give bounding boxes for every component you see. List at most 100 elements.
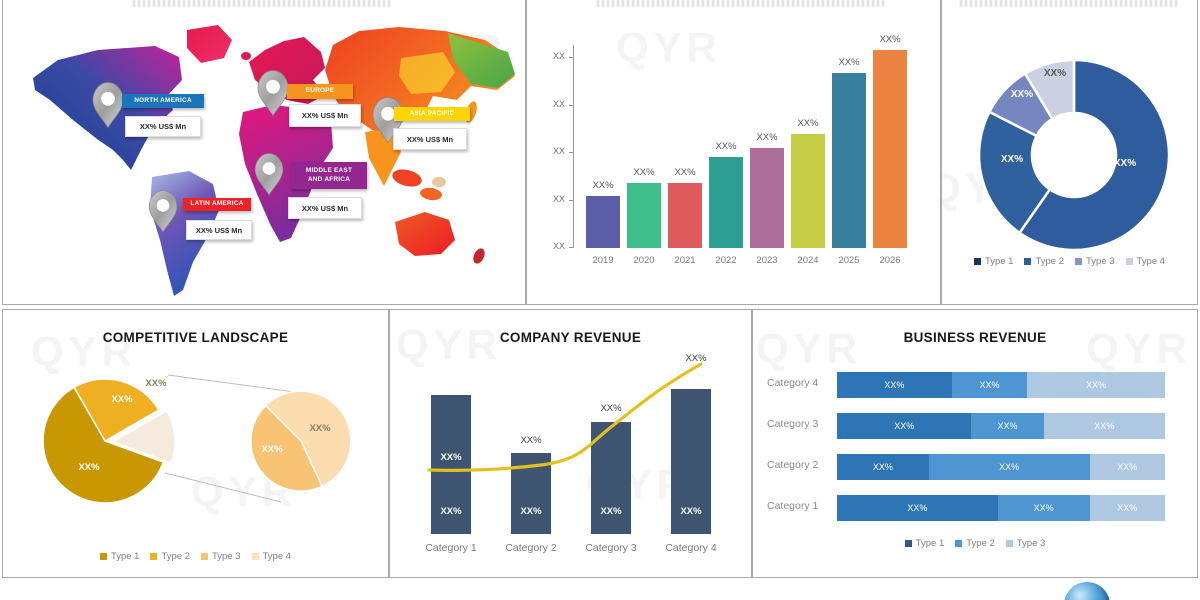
connector-line — [167, 374, 296, 393]
bar-2020 — [627, 183, 661, 248]
x-axis-label: 2026 — [879, 255, 901, 266]
panel-business-revenue: QYR QYR BUSINESS REVENUE Category 4 Cate… — [752, 309, 1198, 578]
y-tick — [569, 152, 573, 153]
x-axis-label: 2023 — [756, 255, 778, 266]
y-tick — [569, 200, 573, 201]
bar-value-label: XX% — [797, 118, 819, 129]
region-name-line2: AND AFRICA — [307, 175, 351, 183]
subpie-label-pale: XX% — [309, 423, 331, 434]
qyr-watermark: QYR — [1086, 325, 1193, 372]
region-name-line1: MIDDLE EAST — [305, 167, 353, 175]
legend-label: Type 2 — [1035, 256, 1064, 267]
x-axis-label: 2020 — [633, 255, 655, 266]
y-tick — [569, 247, 573, 248]
line-point-label: XX% — [600, 403, 622, 414]
segment-type3: XX% — [1089, 454, 1165, 480]
x-axis-label: Category 3 — [585, 542, 637, 554]
legend-item: Type 1 — [973, 256, 1014, 267]
region-value: XX% US$ Mn — [406, 134, 454, 144]
x-axis-label: 2022 — [715, 255, 737, 266]
y-tick-label: XX — [552, 99, 565, 109]
segment-label: XX% — [979, 380, 1000, 390]
bar-2022 — [709, 157, 743, 248]
legend-item: Type 3 — [1005, 538, 1045, 549]
segment-type2: XX% — [928, 454, 1090, 480]
legend-marker-icon — [150, 553, 158, 560]
x-axis-label: Category 2 — [505, 542, 557, 554]
legend-label: Type 3 — [212, 551, 241, 562]
region-asia-far-east — [448, 33, 515, 88]
world-map — [33, 25, 515, 296]
subpie-slice-type4-pale — [264, 390, 352, 488]
row-category-label: Category 3 — [767, 418, 819, 430]
legend-marker-icon — [904, 540, 912, 547]
islands-se-asia-1 — [392, 169, 422, 187]
bar-value-label: XX% — [838, 57, 860, 68]
legend-item: Type 3 — [201, 551, 241, 562]
donut-legend: Type 1 Type 2 Type 3 Type 4 — [942, 256, 1197, 267]
region-value-middle-east-africa: XX% US$ Mn — [288, 197, 362, 219]
y-tick-label: XX — [552, 51, 565, 61]
donut-slice-type2 — [977, 110, 1052, 235]
panel-company-revenue: QYR QYR COMPANY REVENUE XX% XX% XX% XX% … — [389, 309, 752, 578]
segment-label: XX% — [884, 380, 905, 390]
y-tick — [569, 57, 573, 58]
bar-value-label: XX% — [633, 167, 655, 178]
panel-title: COMPANY REVENUE — [499, 330, 642, 345]
island-uk — [241, 52, 251, 60]
x-axis-label: 2024 — [797, 255, 819, 266]
bar-bottom-label: XX% — [680, 506, 702, 517]
legend-item: Type 2 — [955, 538, 995, 549]
cropped-panel-title — [960, 0, 1180, 7]
stacked-bar-category4: XX% XX% XX% — [837, 372, 1165, 398]
legend-marker-icon — [955, 540, 963, 547]
island-new-zealand — [473, 248, 485, 264]
x-axis-label: Category 4 — [665, 542, 717, 554]
segment-type1: XX% — [837, 372, 952, 398]
x-axis-label: 2019 — [592, 255, 614, 266]
line-point-label: XX% — [520, 435, 542, 446]
business-legend: Type 1 Type 2 Type 3 — [753, 538, 1197, 549]
region-name: EUROPE — [305, 87, 335, 95]
donut-slice-type4 — [1023, 58, 1076, 121]
legend-item: Type 2 — [1024, 256, 1064, 267]
pie-of-pie-chart: XX% XX% XX% XX% XX% — [42, 374, 352, 504]
globe-logo-icon — [1064, 582, 1110, 600]
legend-item: Type 4 — [1125, 256, 1165, 267]
donut-label-type3: XX% — [1011, 89, 1033, 100]
segment-label: XX% — [999, 462, 1020, 472]
region-label-latin-america: LATIN AMERICA — [183, 198, 251, 211]
legend-item: Type 2 — [150, 551, 190, 562]
bar-bottom-label: XX% — [600, 506, 622, 517]
region-value-asia-pacific: XX% US$ Mn — [393, 128, 467, 150]
donut-chart: XX% XX% XX% XX% — [977, 58, 1171, 252]
x-axis-label: 2021 — [674, 255, 696, 266]
x-axis-label: 2025 — [838, 255, 860, 266]
segment-type1: XX% — [837, 454, 929, 480]
trend-line-path — [427, 362, 703, 472]
bar-value-label: XX% — [715, 141, 737, 152]
subpie-label-orange: XX% — [261, 444, 283, 455]
subpie-slice-type3-orange — [250, 404, 323, 492]
bar-bottom-label: XX% — [520, 506, 542, 517]
panel-title: COMPETITIVE LANDSCAPE — [102, 330, 289, 345]
cropped-panel-title — [133, 0, 393, 7]
region-value: XX% US$ Mn — [301, 111, 349, 120]
bar-value-label: XX% — [674, 167, 696, 178]
y-tick-label: XX — [552, 194, 565, 204]
y-axis-line — [573, 45, 574, 248]
legend-label: Type 1 — [984, 256, 1014, 267]
bar-2026 — [873, 50, 907, 248]
panel-title: BUSINESS REVENUE — [903, 330, 1047, 345]
islands-se-asia-3 — [432, 177, 446, 187]
region-label-asia-pacific: ASIA PACIFIC — [394, 107, 470, 121]
bar-value-label: XX% — [756, 132, 778, 143]
connector-line — [164, 472, 282, 503]
donut-slice-type1 — [1018, 58, 1171, 252]
row-category-label: Category 4 — [767, 377, 819, 389]
continent-australia — [395, 212, 455, 256]
cropped-panel-title — [597, 0, 887, 7]
segment-label: XX% — [894, 421, 915, 431]
revenue-trend-line — [427, 362, 703, 472]
